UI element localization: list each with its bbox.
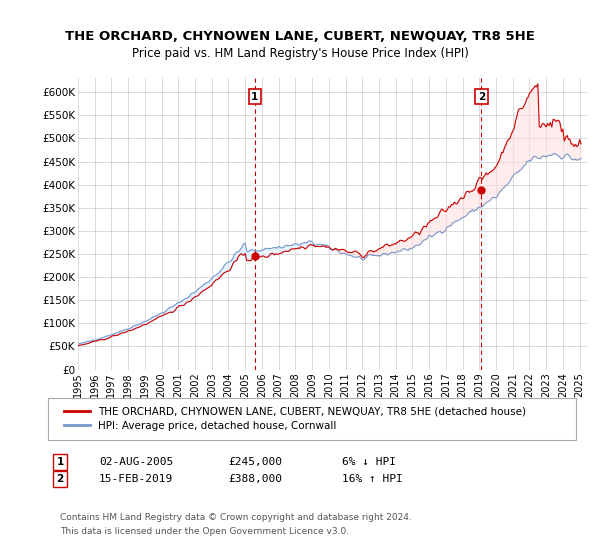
Text: 2: 2	[478, 91, 485, 101]
Text: 6% ↓ HPI: 6% ↓ HPI	[342, 457, 396, 467]
Text: THE ORCHARD, CHYNOWEN LANE, CUBERT, NEWQUAY, TR8 5HE: THE ORCHARD, CHYNOWEN LANE, CUBERT, NEWQ…	[65, 30, 535, 43]
Text: 1: 1	[251, 91, 259, 101]
Text: Price paid vs. HM Land Registry's House Price Index (HPI): Price paid vs. HM Land Registry's House …	[131, 46, 469, 60]
Text: 16% ↑ HPI: 16% ↑ HPI	[342, 474, 403, 484]
Text: 2: 2	[56, 474, 64, 484]
FancyBboxPatch shape	[48, 398, 576, 440]
Text: This data is licensed under the Open Government Licence v3.0.: This data is licensed under the Open Gov…	[60, 528, 349, 536]
Text: 02-AUG-2005: 02-AUG-2005	[99, 457, 173, 467]
Text: £388,000: £388,000	[228, 474, 282, 484]
Text: Contains HM Land Registry data © Crown copyright and database right 2024.: Contains HM Land Registry data © Crown c…	[60, 514, 412, 522]
Text: £245,000: £245,000	[228, 457, 282, 467]
Legend: THE ORCHARD, CHYNOWEN LANE, CUBERT, NEWQUAY, TR8 5HE (detached house), HPI: Aver: THE ORCHARD, CHYNOWEN LANE, CUBERT, NEWQ…	[58, 402, 531, 436]
Text: 15-FEB-2019: 15-FEB-2019	[99, 474, 173, 484]
Text: 1: 1	[56, 457, 64, 467]
